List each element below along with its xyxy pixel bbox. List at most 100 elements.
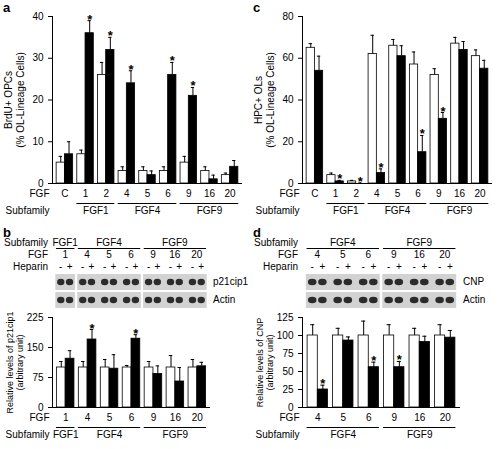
svg-text:*: *	[440, 104, 446, 119]
svg-text:6: 6	[415, 188, 421, 199]
svg-text:*: *	[170, 53, 176, 68]
svg-text:Relative levels of CNP(arbitra: Relative levels of CNP(arbitrary unit)	[255, 318, 275, 408]
svg-text:5: 5	[106, 249, 112, 260]
svg-text:+: +	[176, 261, 182, 272]
svg-text:Actin: Actin	[463, 294, 485, 305]
svg-text:60: 60	[282, 52, 294, 63]
svg-text:16: 16	[414, 412, 426, 423]
svg-text:1: 1	[333, 188, 339, 199]
svg-text:4: 4	[124, 188, 130, 199]
svg-text:6: 6	[366, 412, 372, 423]
svg-text:5: 5	[340, 412, 346, 423]
svg-text:+: +	[89, 261, 95, 272]
svg-text:*: *	[320, 376, 326, 391]
svg-text:20: 20	[191, 249, 203, 260]
svg-text:FGF: FGF	[280, 188, 300, 199]
svg-text:*: *	[190, 78, 196, 93]
svg-text:Heparin: Heparin	[13, 261, 48, 272]
svg-text:HPC+ OLs(% OL-Lineage Cells): HPC+ OLs(% OL-Lineage Cells)	[253, 52, 276, 148]
svg-text:+: +	[319, 261, 325, 272]
svg-text:-: -	[191, 261, 194, 272]
svg-text:20: 20	[32, 94, 44, 105]
svg-text:C: C	[311, 188, 318, 199]
svg-text:100: 100	[277, 330, 294, 341]
svg-text:*: *	[397, 352, 403, 367]
svg-text:9: 9	[391, 412, 397, 423]
svg-text:FGF1: FGF1	[83, 205, 109, 216]
svg-text:+: +	[370, 261, 376, 272]
svg-text:*: *	[371, 353, 377, 368]
svg-text:150: 150	[27, 342, 44, 353]
svg-text:6: 6	[128, 249, 134, 260]
svg-text:5: 5	[395, 188, 401, 199]
svg-text:FGF4: FGF4	[330, 237, 356, 248]
svg-text:-: -	[147, 261, 150, 272]
svg-text:9: 9	[391, 249, 397, 260]
svg-text:40: 40	[282, 94, 294, 105]
svg-text:FGF: FGF	[280, 412, 300, 423]
svg-text:6: 6	[365, 249, 371, 260]
svg-text:+: +	[111, 261, 117, 272]
svg-text:20: 20	[439, 249, 451, 260]
svg-text:1: 1	[62, 249, 68, 260]
svg-text:16: 16	[170, 412, 182, 423]
svg-text:16: 16	[204, 188, 216, 199]
svg-text:-: -	[103, 261, 106, 272]
svg-text:4: 4	[85, 412, 91, 423]
svg-text:-: -	[59, 261, 62, 272]
svg-text:*: *	[87, 12, 93, 27]
svg-text:*: *	[337, 171, 343, 186]
svg-text:FGF: FGF	[278, 249, 298, 260]
svg-text:FGF: FGF	[28, 249, 48, 260]
svg-text:16: 16	[169, 249, 181, 260]
svg-text:5: 5	[145, 188, 151, 199]
svg-text:20: 20	[282, 136, 294, 147]
svg-text:-: -	[387, 261, 390, 272]
svg-text:FGF4: FGF4	[96, 237, 122, 248]
svg-text:20: 20	[440, 412, 452, 423]
svg-text:4: 4	[315, 412, 321, 423]
svg-text:FGF9: FGF9	[406, 237, 432, 248]
svg-text:Actin: Actin	[213, 294, 235, 305]
svg-text:225: 225	[27, 312, 44, 323]
svg-text:4: 4	[374, 188, 380, 199]
svg-text:p21cip1: p21cip1	[213, 276, 248, 287]
svg-text:10: 10	[32, 136, 44, 147]
svg-text:125: 125	[277, 312, 294, 323]
svg-text:40: 40	[32, 11, 44, 22]
svg-text:75: 75	[32, 372, 44, 383]
svg-text:20: 20	[192, 412, 204, 423]
svg-text:16: 16	[454, 188, 466, 199]
svg-text:+: +	[67, 261, 73, 272]
svg-text:9: 9	[150, 249, 156, 260]
svg-text:*: *	[89, 321, 95, 336]
svg-text:1: 1	[63, 412, 69, 423]
svg-text:FGF4: FGF4	[97, 429, 123, 440]
svg-text:-: -	[438, 261, 441, 272]
svg-text:FGF4: FGF4	[330, 429, 356, 440]
svg-text:+: +	[396, 261, 402, 272]
svg-text:*: *	[358, 174, 364, 189]
svg-text:+: +	[345, 261, 351, 272]
svg-text:5: 5	[340, 249, 346, 260]
svg-text:80: 80	[282, 11, 294, 22]
svg-text:75: 75	[282, 348, 294, 359]
svg-text:FGF4: FGF4	[385, 205, 411, 216]
svg-text:1: 1	[83, 188, 89, 199]
svg-text:-: -	[412, 261, 415, 272]
svg-text:+: +	[132, 261, 138, 272]
svg-text:FGF9: FGF9	[163, 429, 189, 440]
svg-text:Relative levels of p21cip1(arb: Relative levels of p21cip1(arbitrary uni…	[5, 311, 25, 413]
svg-text:6: 6	[165, 188, 171, 199]
svg-text:2: 2	[103, 188, 109, 199]
svg-text:CNP: CNP	[463, 276, 484, 287]
svg-text:FGF4: FGF4	[135, 205, 161, 216]
svg-text:Subfamily: Subfamily	[6, 429, 50, 440]
svg-text:+: +	[154, 261, 160, 272]
svg-text:FGF9: FGF9	[197, 205, 223, 216]
svg-text:FGF9: FGF9	[447, 205, 473, 216]
svg-text:+: +	[421, 261, 427, 272]
svg-text:*: *	[108, 28, 114, 43]
svg-text:Subfamily: Subfamily	[256, 429, 300, 440]
svg-text:9: 9	[151, 412, 157, 423]
